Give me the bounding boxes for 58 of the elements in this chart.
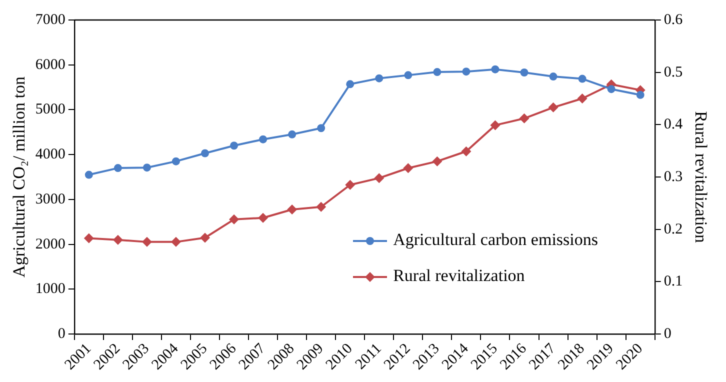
point: [549, 72, 558, 81]
y2-tick-label: 0.4: [664, 116, 684, 133]
point: [578, 74, 586, 83]
y-tick-label: 5000: [35, 102, 66, 118]
point: [519, 113, 530, 124]
point: [84, 233, 94, 244]
point: [258, 212, 268, 223]
point: [317, 124, 326, 132]
y2-tick-label: 0: [664, 326, 672, 342]
legend-label: Rural revitalization: [393, 266, 525, 285]
point: [201, 149, 209, 158]
point: [375, 74, 384, 82]
point: [200, 232, 210, 243]
y-tick-label: 1000: [35, 281, 66, 298]
y-tick-label: 6000: [35, 56, 66, 73]
point: [259, 135, 268, 144]
point: [142, 236, 152, 247]
point: [462, 68, 470, 76]
point: [548, 102, 558, 112]
point: [403, 163, 414, 174]
point: [636, 90, 644, 99]
legend-label: Agricultural carbon emissions: [393, 230, 598, 249]
point: [172, 157, 180, 166]
y-tick-label: 7000: [35, 12, 66, 28]
y-tick-label: 2000: [35, 236, 66, 252]
point: [345, 180, 356, 190]
y-tick-label: 4000: [35, 146, 66, 163]
y2-tick-label: 0.6: [664, 12, 684, 28]
point: [288, 130, 296, 138]
point: [229, 214, 240, 224]
point: [520, 68, 528, 76]
point: [577, 94, 588, 104]
point: [230, 142, 238, 150]
y2-tick-label: 0.3: [664, 168, 683, 185]
point: [432, 156, 442, 166]
point: [461, 146, 472, 156]
point: [404, 71, 412, 80]
point: [374, 173, 384, 184]
point: [490, 120, 500, 130]
y-tick-label: 3000: [35, 191, 66, 208]
point: [491, 65, 500, 74]
y2-tick-label: 0.5: [664, 64, 683, 80]
point: [170, 236, 181, 247]
point: [142, 164, 151, 172]
y2-tick-label: 0.2: [664, 221, 683, 238]
y-axis-title: Agricultural CO₂/ million ton: [10, 76, 29, 278]
point: [112, 234, 123, 245]
point: [114, 164, 122, 172]
point: [316, 202, 326, 212]
point: [346, 80, 354, 88]
y-tick-label: 0: [58, 326, 66, 342]
point: [607, 85, 616, 94]
x-tick-label: 2011: [352, 340, 385, 373]
y2-axis-title: Rural revitalization: [691, 111, 710, 244]
point: [433, 68, 442, 76]
point: [287, 204, 298, 214]
point: [84, 170, 93, 179]
y2-tick-label: 0.1: [664, 274, 683, 290]
